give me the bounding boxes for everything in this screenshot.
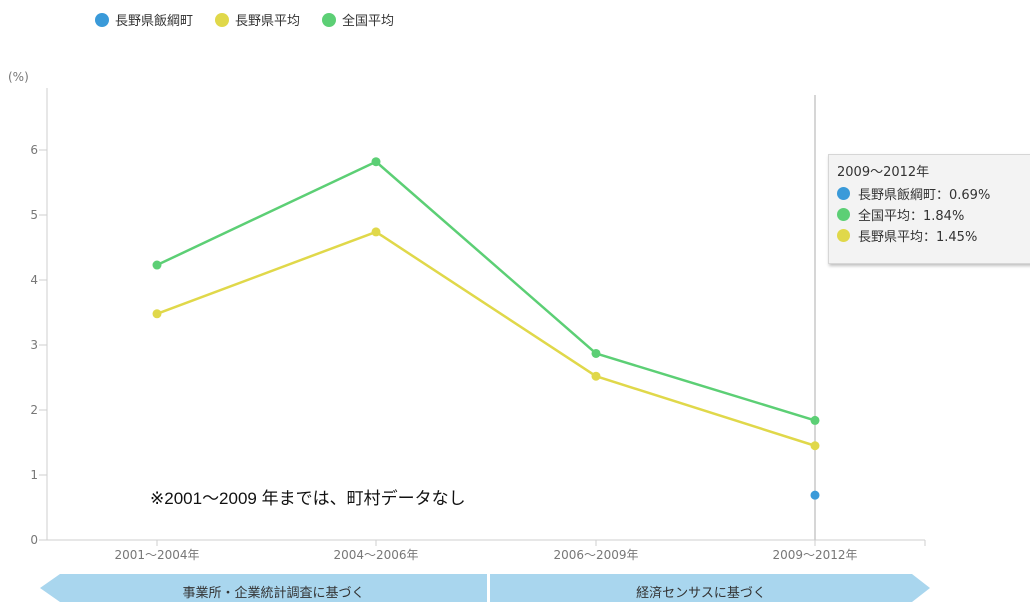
y-tick-label: 3: [30, 338, 38, 352]
data-point-nagano-average: [810, 441, 820, 451]
data-point-nagano-average: [591, 371, 601, 381]
data-point-national-average: [810, 415, 820, 425]
data-point-national-average: [371, 157, 381, 167]
banner-right: [490, 574, 930, 602]
tooltip-dot-nagano-average: [837, 229, 850, 242]
banner-right-label: 経済センサスに基づく: [636, 586, 766, 601]
series-lines: [152, 157, 820, 500]
y-tick-label: 2: [30, 403, 38, 417]
x-axis: 2001～2004年 2004～2006年 2006～2009年 2009～2012年: [47, 95, 926, 562]
legend-item-national-average[interactable]: 全国平均: [322, 10, 394, 29]
banner-left: [40, 574, 487, 602]
tooltip-text-national-average: 全国平均：1.84%: [858, 209, 965, 224]
y-tick-label: 1: [30, 468, 38, 482]
data-point-nagano-average: [371, 227, 381, 237]
y-axis: 0 1 2 3 4 5 6 (%): [8, 70, 48, 547]
data-point-national-average: [591, 348, 601, 358]
y-tick-label: 6: [30, 143, 38, 157]
banner-left-label: 事業所・企業統計調査に基づく: [182, 586, 365, 601]
tooltip: 2009～2012年 長野県飯綱町：0.69% 全国平均：1.84% 長野県平均…: [828, 154, 1030, 264]
tooltip-title: 2009～2012年: [837, 165, 930, 180]
x-tick-label: 2009～2012年: [772, 548, 857, 562]
data-point-iizuna: [810, 490, 820, 500]
tooltip-row-nagano-average: 長野県平均：1.45%: [837, 226, 1029, 245]
data-source-banners: [40, 574, 930, 602]
x-tick-label: 2001～2004年: [114, 548, 199, 562]
legend: 長野県飯綱町 長野県平均 全国平均: [95, 10, 394, 29]
y-tick-label: 5: [30, 208, 38, 222]
series-line-national-average: [156, 160, 816, 422]
legend-item-iizuna[interactable]: 長野県飯綱町: [95, 10, 193, 29]
y-tick-label: 0: [30, 533, 38, 547]
tooltip-text-nagano-average: 長野県平均：1.45%: [858, 230, 978, 245]
legend-item-nagano-average[interactable]: 長野県平均: [215, 10, 300, 29]
y-tick-label: 4: [30, 273, 38, 287]
note-no-town-data: ※2001～2009 年までは、町村データなし: [150, 489, 466, 508]
legend-dot-national-average: [322, 12, 337, 27]
legend-label-national-average: 全国平均: [342, 14, 395, 29]
tooltip-dot-national-average: [837, 208, 850, 221]
tooltip-row-national-average: 全国平均：1.84%: [837, 205, 1029, 224]
data-point-national-average: [152, 260, 162, 270]
x-tick-label: 2004～2006年: [333, 548, 418, 562]
tooltip-text-iizuna: 長野県飯綱町：0.69%: [858, 188, 991, 203]
y-axis-title: (%): [8, 70, 29, 84]
legend-dot-nagano-average: [215, 12, 230, 27]
x-tick-label: 2006～2009年: [553, 548, 638, 562]
series-line-nagano-average: [156, 230, 816, 447]
legend-dot-iizuna: [95, 12, 109, 27]
tooltip-row-iizuna: 長野県飯綱町：0.69%: [837, 184, 1029, 203]
legend-label-iizuna: 長野県飯綱町: [115, 14, 194, 29]
legend-label-nagano-average: 長野県平均: [235, 14, 301, 29]
data-point-nagano-average: [152, 309, 162, 319]
tooltip-dot-iizuna: [837, 187, 850, 200]
